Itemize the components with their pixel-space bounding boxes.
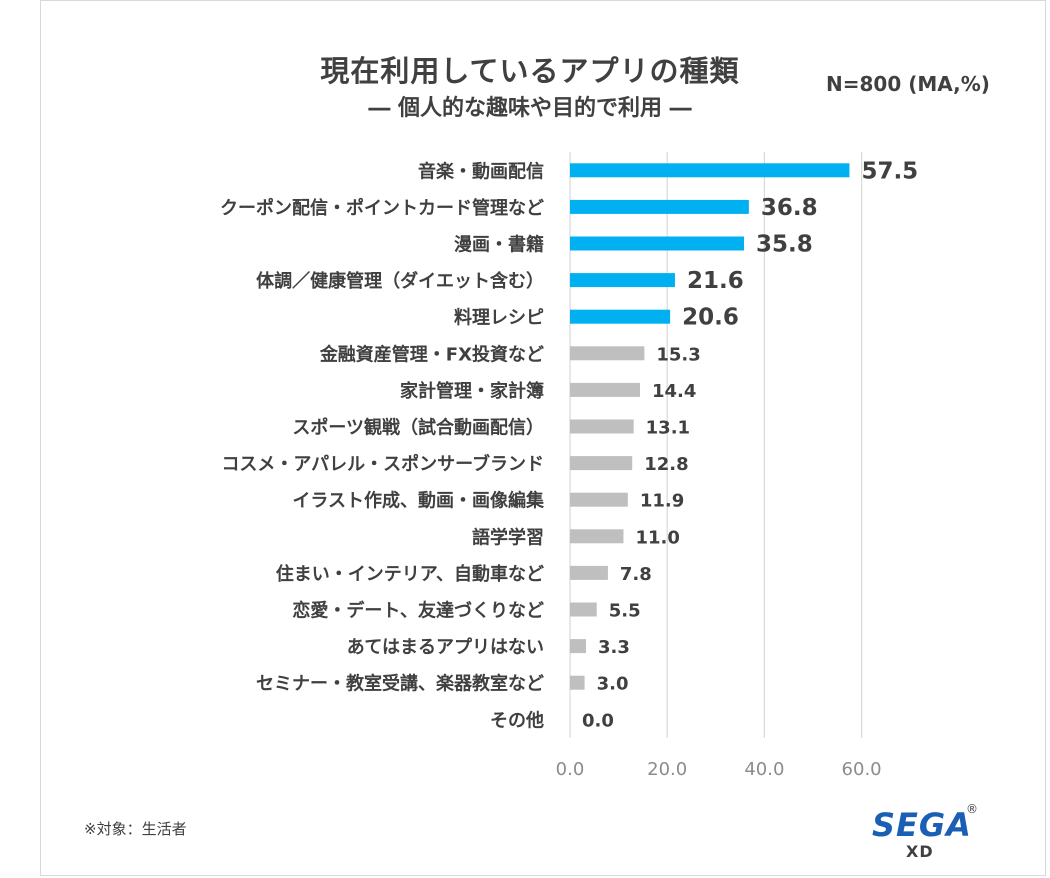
value-label: 5.5	[609, 601, 641, 622]
category-label: コスメ・アパレル・スポンサーブランド	[221, 453, 544, 475]
bar	[570, 199, 749, 214]
value-label: 13.1	[646, 418, 690, 439]
value-label: 35.8	[756, 232, 813, 258]
bar	[570, 419, 634, 434]
bar	[570, 492, 628, 507]
bar	[570, 346, 645, 361]
x-axis-ticks: 0.0 20.0 40.0 60.0	[556, 759, 882, 780]
category-label: イラスト作成、動画・画像編集	[292, 490, 545, 512]
value-label: 11.9	[640, 491, 684, 512]
category-label: 体調／健康管理（ダイエット含む）	[256, 270, 544, 292]
value-label: 11.0	[635, 527, 679, 548]
category-label: 漫画・書籍	[454, 234, 544, 256]
x-tick-label: 40.0	[744, 759, 784, 780]
x-tick-label: 60.0	[842, 759, 882, 780]
bar	[570, 273, 675, 288]
bar	[570, 602, 597, 617]
category-label: その他	[490, 709, 544, 731]
chart-title: 現在利用しているアプリの種類	[320, 54, 740, 88]
logo-registered-mark: ®	[966, 802, 978, 816]
category-label: クーポン配信・ポイントカード管理など	[220, 197, 544, 219]
bar	[570, 675, 585, 690]
bar	[570, 565, 608, 580]
bar	[570, 382, 640, 397]
bars	[570, 163, 850, 690]
category-label: 家計管理・家計簿	[400, 380, 544, 402]
category-label: 音楽・動画配信	[418, 160, 544, 182]
sega-xd-logo: SEGA ® XD	[872, 802, 982, 866]
bar	[570, 163, 850, 178]
category-label: 金融資産管理・FX投資など	[319, 343, 544, 365]
category-labels: 音楽・動画配信クーポン配信・ポイントカード管理など漫画・書籍体調／健康管理（ダイ…	[220, 160, 545, 731]
category-label: スポーツ観戦（試合動画配信）	[292, 417, 544, 439]
chart-frame	[40, 0, 1046, 876]
value-label: 3.3	[598, 637, 630, 658]
category-label: セミナー・教室受講、楽器教室など	[256, 673, 544, 695]
category-label: 料理レシピ	[454, 307, 544, 329]
category-label: 恋愛・デート、友達づくりなど	[292, 600, 544, 622]
value-label: 14.4	[652, 381, 696, 402]
value-label: 36.8	[761, 195, 818, 221]
category-label: あてはまるアプリはない	[347, 636, 544, 658]
chart-subtitle: ― 個人的な趣味や目的で利用 ―	[368, 96, 692, 121]
category-label: 住まい・インテリア、自動車など	[276, 563, 544, 585]
bar	[570, 639, 587, 654]
footnote: ※対象：生活者	[84, 820, 187, 838]
value-label: 21.6	[687, 268, 744, 294]
value-labels: 57.5 36.8 35.8 21.6 20.6 15.3 14.4 13.1 12.8 11.9…	[582, 158, 918, 731]
value-label: 15.3	[656, 344, 700, 365]
logo-text: SEGA	[872, 806, 972, 844]
sample-size-label: N=800 (MA,%)	[826, 72, 990, 96]
bar	[570, 456, 633, 471]
value-label: 57.5	[861, 158, 918, 184]
value-label: 12.8	[644, 454, 688, 475]
category-label: 語学学習	[472, 526, 544, 548]
bar	[570, 236, 744, 251]
x-tick-label: 20.0	[647, 759, 687, 780]
value-label: 0.0	[582, 710, 614, 731]
x-tick-label: 0.0	[556, 759, 585, 780]
logo-subtext: XD	[906, 842, 934, 861]
bar	[570, 309, 671, 324]
value-label: 3.0	[597, 674, 629, 695]
value-label: 20.6	[682, 305, 739, 331]
value-label: 7.8	[620, 564, 652, 585]
bar	[570, 529, 624, 544]
